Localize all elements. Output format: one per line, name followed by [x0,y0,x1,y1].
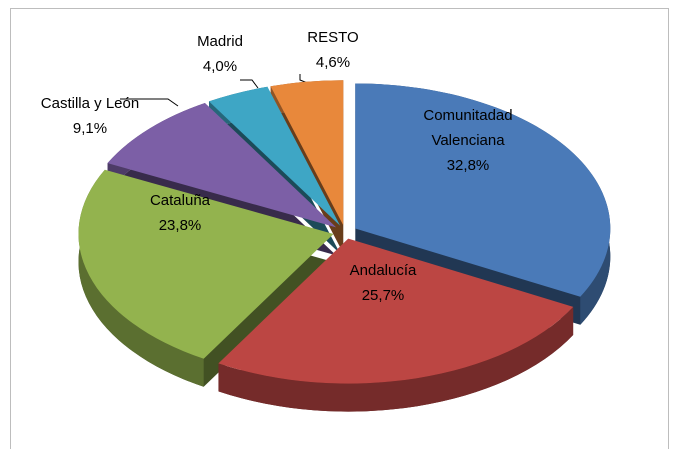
leader-line [120,98,179,107]
pie-slice [270,80,344,226]
slice-name: RESTO [307,29,359,46]
slice-name: Comunitadad Valenciana [423,107,513,149]
slice-name: Andalucía [349,262,417,279]
slice-value: 9,1% [72,120,108,137]
data-label: Andalucía 25,7% [308,258,458,308]
slice-tops [78,80,611,384]
data-label: Comunitadad Valenciana 32,8% [413,103,523,178]
slice-name: Madrid [197,33,243,50]
pie-slice [208,86,341,226]
data-label: Madrid 4,0% [170,29,270,79]
pie-slice [218,238,574,384]
leader-line [240,79,259,89]
data-label: RESTO 4,6% [283,25,383,75]
data-label: Cataluña 23,8% [105,188,255,238]
data-label: Castilla y León 9,1% [10,91,170,141]
slice-value: 32,8% [446,157,490,174]
slice-value: 4,6% [315,54,351,71]
slice-value: 4,0% [202,58,238,75]
slice-wall [218,306,574,412]
slice-name: Cataluña [149,192,211,209]
slice-value: 25,7% [361,287,405,304]
pie-slice [78,169,334,359]
pie-slice [355,83,611,297]
slice-name: Castilla y León [40,95,140,112]
slice-value: 23,8% [158,217,202,234]
pie-slice [107,103,337,228]
